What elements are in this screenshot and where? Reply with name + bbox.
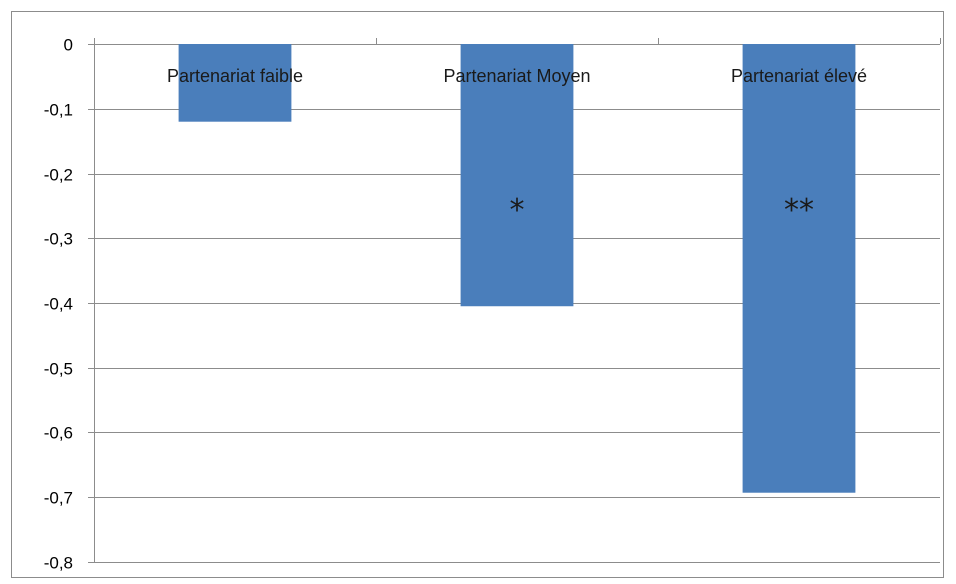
significance-annotation: ** — [784, 193, 814, 228]
bar — [460, 44, 574, 307]
bars — [178, 44, 856, 493]
y-tick-label: -0,2 — [44, 166, 73, 185]
y-tick-label: -0,1 — [44, 101, 73, 120]
y-tick-label: -0,6 — [44, 424, 73, 443]
y-tick-label: -0,7 — [44, 489, 73, 508]
y-tick-label: -0,3 — [44, 230, 73, 249]
category-label: Partenariat Moyen — [443, 66, 590, 86]
bar — [742, 44, 856, 493]
y-tick-label: -0,4 — [44, 295, 73, 314]
y-tick-label: 0 — [64, 36, 73, 55]
axes — [88, 38, 941, 563]
y-tick-label: -0,5 — [44, 360, 73, 379]
category-label: Partenariat élevé — [731, 66, 867, 86]
bar — [178, 44, 292, 122]
category-label: Partenariat faible — [167, 66, 303, 86]
y-tick-label: -0,8 — [44, 554, 73, 573]
labels: 0 -0,1 -0,2 -0,3 -0,4 -0,5 -0,6 -0,7 -0,8 Partena… — [44, 36, 867, 573]
significance-annotation: * — [510, 193, 525, 228]
